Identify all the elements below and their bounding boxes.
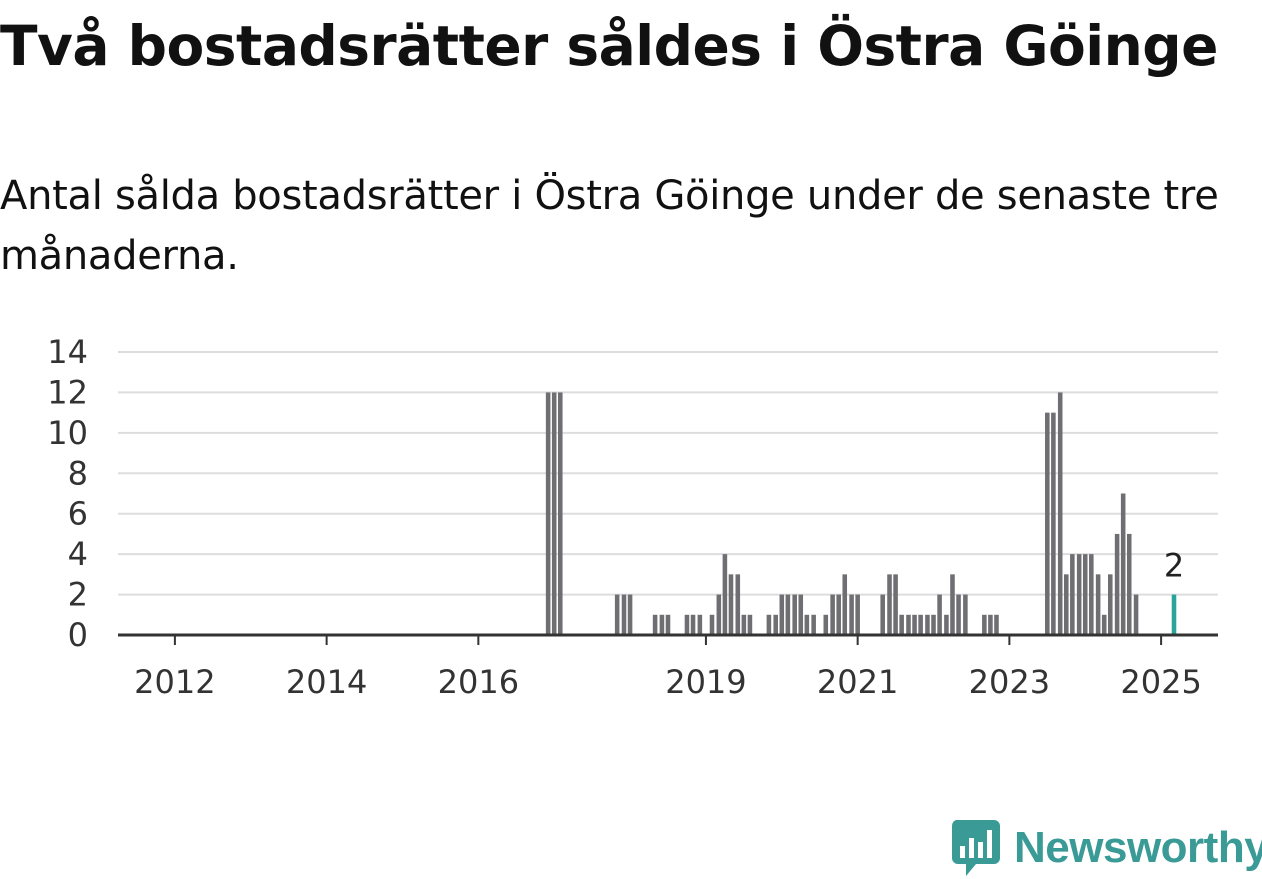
y-tick-label: 0 [68,616,88,654]
bar [925,614,930,635]
bar [779,594,785,635]
brand-name: Newsworthy [1014,823,1262,872]
bar [982,614,987,635]
bar [906,614,911,635]
x-axis-ticks: 2012 2014 2016 2019 2021 2023 2025 [134,635,1202,701]
bar [792,594,797,635]
y-tick-label: 2 [68,576,88,614]
bar [627,594,633,635]
bar [893,574,898,635]
bar [1057,392,1063,635]
bar [994,614,999,635]
bar [785,594,791,635]
bar [652,614,658,635]
x-tick-label: 2021 [817,663,898,701]
bar [963,594,968,635]
y-tick-label: 6 [68,495,88,533]
bar [551,392,557,635]
y-tick-label: 10 [47,414,88,452]
bar [1063,574,1069,635]
bar [690,614,696,635]
bar [1089,554,1094,635]
x-tick-label: 2012 [134,663,215,701]
bar [621,594,627,635]
bar [741,614,747,635]
bar [988,614,993,635]
bars [545,392,1177,635]
bar [766,614,772,635]
data-label: 2 [1164,547,1184,585]
chart-subtitle: Antal sålda bostadsrätter i Östra Göinge… [0,173,1219,279]
bar [1070,554,1075,635]
bar [1051,412,1056,635]
bar [684,614,690,635]
chart-title: Två bostadsrätter såldes i Östra Göinge [0,14,1218,78]
bar [1126,533,1132,635]
highlight-bar [1171,594,1177,635]
gridlines [118,351,1218,596]
bar [1107,574,1113,635]
bar [944,614,949,635]
bar [697,614,703,635]
data-labels: 2 [1164,547,1184,585]
bar [659,614,665,635]
bar [912,614,917,635]
bar [747,614,753,635]
bar [545,392,551,635]
brand: Newsworthy [950,818,1262,878]
y-tick-label: 8 [68,454,88,492]
x-tick-label: 2025 [1120,663,1201,701]
bar [728,574,734,635]
y-tick-label: 12 [47,373,88,411]
x-tick-label: 2019 [665,663,746,701]
x-tick-label: 2014 [286,663,367,701]
bar [1082,554,1088,635]
bar [1095,574,1101,635]
bar [709,614,715,635]
bar [722,554,728,635]
bar [557,392,563,635]
bar [918,614,923,635]
bar [842,574,848,635]
bar [823,614,829,635]
bar [1045,412,1050,635]
bar [614,594,620,635]
bar [849,594,854,635]
bar [716,594,722,635]
bar [1120,493,1126,635]
bar [1133,594,1139,635]
bar [899,614,904,635]
bar [735,574,741,635]
bar [1076,554,1082,635]
bar [798,594,804,635]
bar [887,574,892,635]
newsworthy-logo-icon [951,820,1000,876]
x-tick-label: 2016 [438,663,519,701]
bar [956,594,961,635]
bar [931,614,936,635]
bar [1101,614,1107,635]
x-tick-label: 2023 [969,663,1050,701]
bar [804,614,810,635]
bar [937,594,942,635]
bar [773,614,779,635]
bar [811,614,816,635]
bar [830,594,835,635]
bar [880,594,885,635]
bar [836,594,841,635]
bar [855,594,860,635]
y-tick-label: 14 [47,333,88,371]
y-tick-label: 4 [68,535,88,573]
bar [665,614,671,635]
bar [1114,533,1120,635]
bar [950,574,955,635]
